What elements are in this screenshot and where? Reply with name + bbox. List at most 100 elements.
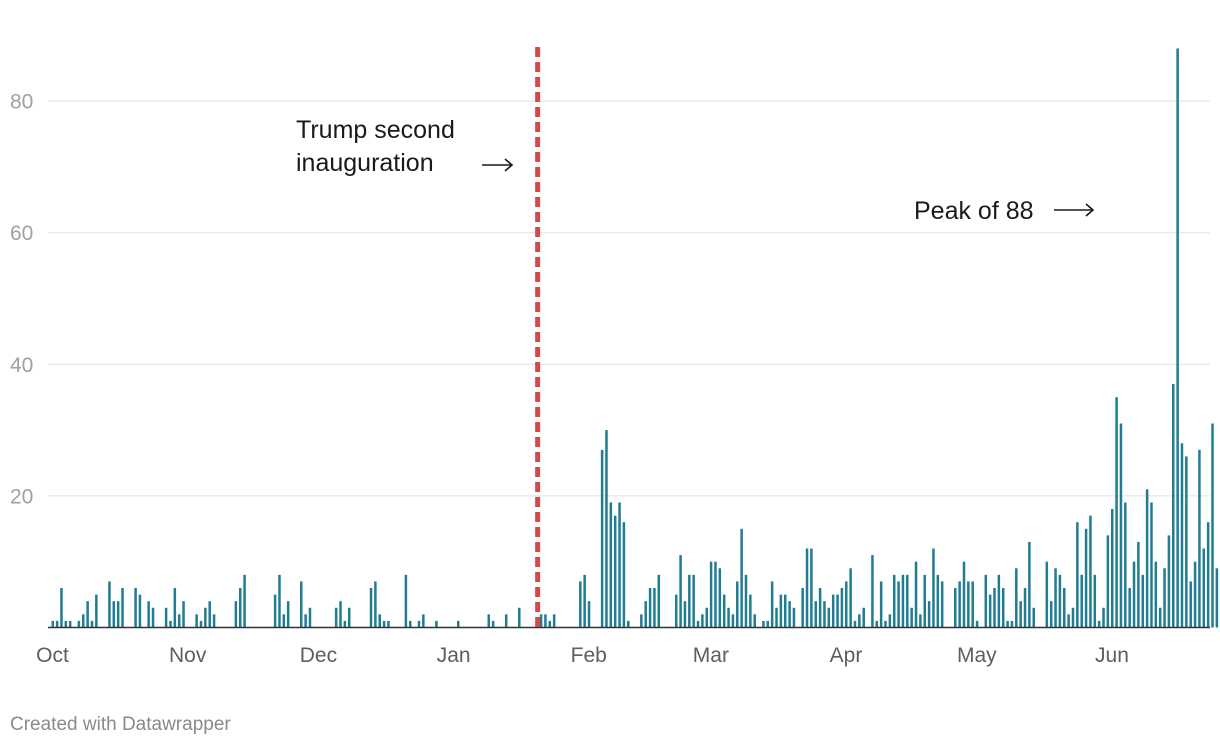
- bar: [1032, 607, 1035, 628]
- bar: [1106, 535, 1110, 628]
- bar: [627, 620, 630, 628]
- footer-credit: Created with Datawrapper: [10, 714, 231, 735]
- bar: [343, 620, 347, 628]
- bar: [1119, 423, 1123, 628]
- bar: [1128, 588, 1131, 628]
- bar: [1010, 620, 1014, 628]
- inauguration-label-line-2: inauguration: [296, 149, 434, 177]
- bar: [788, 601, 791, 628]
- bar: [718, 568, 722, 628]
- bar: [736, 581, 739, 628]
- bar: [919, 614, 922, 628]
- bar: [674, 594, 678, 628]
- bar: [823, 601, 826, 628]
- y-axis-ticks: 20 40 60 80: [10, 91, 33, 509]
- bar: [622, 522, 626, 628]
- peak-arrow-icon: [1054, 203, 1095, 217]
- bar: [1067, 614, 1070, 628]
- bar: [1124, 502, 1127, 628]
- bar: [300, 581, 303, 628]
- bar: [195, 614, 198, 628]
- bar: [618, 502, 621, 628]
- x-tick-label: Nov: [169, 644, 207, 667]
- bar: [1093, 574, 1097, 628]
- bar: [840, 588, 844, 628]
- bar: [1071, 607, 1075, 628]
- bar: [82, 614, 85, 628]
- bar: [1189, 581, 1192, 628]
- bar: [409, 620, 412, 628]
- bar-series: [51, 48, 1220, 628]
- bar: [579, 581, 582, 628]
- bar: [1006, 620, 1009, 628]
- x-tick-label: Oct: [36, 644, 69, 667]
- bar: [147, 601, 150, 628]
- bar: [910, 607, 913, 628]
- bar: [1202, 548, 1206, 628]
- bar: [90, 620, 94, 628]
- bar: [422, 614, 425, 628]
- bar: [657, 574, 661, 628]
- bar: [853, 620, 857, 628]
- bar: [1001, 588, 1005, 628]
- bar: [696, 620, 700, 628]
- bar: [1015, 568, 1018, 628]
- bar: [212, 614, 216, 628]
- bar: [858, 614, 861, 628]
- bar: [1145, 489, 1149, 628]
- bar: [51, 620, 54, 628]
- y-tick-label: 60: [10, 222, 33, 245]
- bar: [810, 548, 813, 628]
- bar: [770, 581, 774, 628]
- bar: [792, 607, 796, 628]
- bar: [286, 601, 290, 628]
- bar: [1058, 574, 1062, 628]
- bar: [382, 620, 386, 628]
- bar: [849, 568, 852, 628]
- bar: [339, 601, 342, 628]
- bar: [984, 574, 988, 628]
- bar: [940, 581, 944, 628]
- bar: [958, 581, 961, 628]
- x-tick-label: Dec: [300, 644, 337, 667]
- bar: [199, 620, 203, 628]
- bar: [334, 607, 338, 628]
- bar: [897, 581, 900, 628]
- bar: [753, 614, 756, 628]
- bar: [182, 601, 185, 628]
- bar: [68, 620, 72, 628]
- bar: [709, 561, 713, 628]
- bar: [138, 594, 142, 628]
- bar: [914, 561, 918, 628]
- bar: [1193, 561, 1197, 628]
- bar: [701, 614, 704, 628]
- bar: [369, 588, 373, 628]
- bar: [862, 607, 865, 628]
- bar: [923, 574, 926, 628]
- bar: [60, 588, 63, 628]
- bar: [347, 607, 351, 628]
- bar: [1115, 397, 1118, 628]
- peak-annotation: Peak of 88: [914, 197, 1095, 225]
- bar: [613, 515, 617, 628]
- bar: [879, 581, 883, 628]
- bar: [766, 620, 770, 628]
- bar: [600, 449, 604, 628]
- bar: [1089, 515, 1092, 628]
- inauguration-annotation: Trump second inauguration: [296, 116, 514, 177]
- bar: [308, 607, 312, 628]
- bar: [504, 614, 508, 628]
- x-tick-label: May: [957, 644, 997, 667]
- bar: [740, 528, 743, 628]
- bar: [783, 594, 787, 628]
- bar: [1054, 568, 1057, 628]
- bar: [95, 594, 98, 628]
- bar: [518, 607, 521, 628]
- bar: [151, 607, 155, 628]
- bar: [234, 601, 238, 628]
- bar: [1180, 443, 1184, 628]
- bar: [1076, 522, 1079, 628]
- bar: [1185, 456, 1188, 628]
- bar: [204, 607, 207, 628]
